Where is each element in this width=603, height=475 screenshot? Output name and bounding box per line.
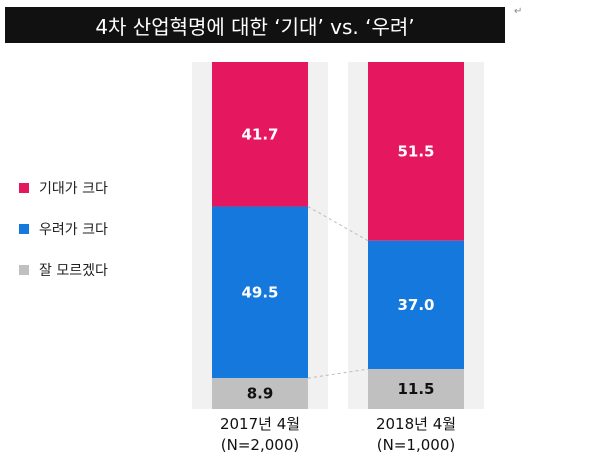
legend-swatch-concern bbox=[19, 224, 29, 234]
x-tick-label-period: 2018년 4월 bbox=[376, 415, 456, 433]
bar-segment-concern bbox=[212, 206, 308, 379]
bar-segment-expectation bbox=[212, 62, 308, 207]
legend-item-concern: 우려가 크다 bbox=[19, 219, 108, 239]
bar-segment-unsure bbox=[368, 369, 464, 409]
legend: 기대가 크다 우려가 크다 잘 모르겠다 bbox=[19, 178, 108, 301]
data-label-unsure: 8.9 bbox=[247, 385, 274, 403]
data-label-expectation: 51.5 bbox=[397, 142, 434, 160]
legend-label-concern: 우려가 크다 bbox=[39, 222, 108, 238]
legend-label-unsure: 잘 모르겠다 bbox=[39, 263, 108, 279]
legend-label-expectation: 기대가 크다 bbox=[39, 181, 108, 197]
data-label-unsure: 11.5 bbox=[397, 380, 434, 398]
data-label-expectation: 41.7 bbox=[241, 125, 278, 143]
data-label-concern: 49.5 bbox=[241, 283, 278, 301]
legend-item-expectation: 기대가 크다 bbox=[19, 178, 108, 198]
bar-segment-unsure bbox=[212, 378, 308, 409]
bar-segment-concern bbox=[368, 240, 464, 370]
x-tick-label-sample: (N=2,000) bbox=[221, 436, 299, 454]
x-tick-label-period: 2017년 4월 bbox=[220, 415, 300, 433]
paragraph-return-mark: ↵ bbox=[514, 6, 523, 17]
legend-swatch-unsure bbox=[19, 265, 29, 275]
data-label-concern: 37.0 bbox=[397, 296, 434, 314]
bar-segment-expectation bbox=[368, 62, 464, 241]
legend-swatch-expectation bbox=[19, 183, 29, 193]
chart-title: 4차 산업혁명에 대한 ‘기대’ vs. ‘우려’ bbox=[5, 7, 505, 43]
connector-line bbox=[307, 368, 369, 379]
x-tick-label-sample: (N=1,000) bbox=[377, 436, 455, 454]
legend-item-unsure: 잘 모르겠다 bbox=[19, 260, 108, 280]
